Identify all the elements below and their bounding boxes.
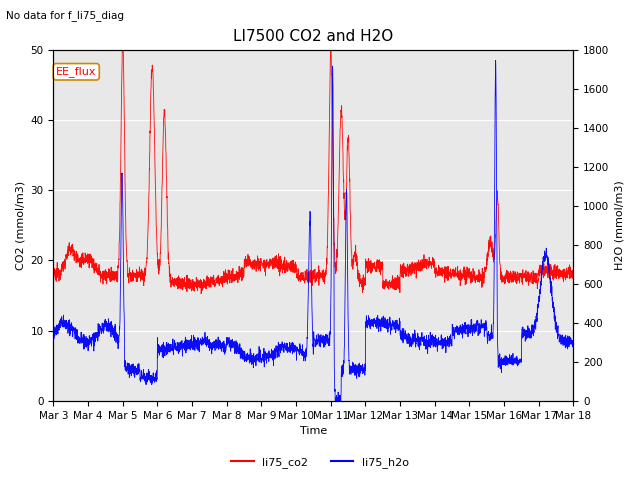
Text: No data for f_li75_diag: No data for f_li75_diag [6, 10, 124, 21]
Y-axis label: CO2 (mmol/m3): CO2 (mmol/m3) [15, 181, 25, 270]
Title: LI7500 CO2 and H2O: LI7500 CO2 and H2O [234, 29, 394, 44]
Text: EE_flux: EE_flux [56, 66, 97, 77]
X-axis label: Time: Time [300, 426, 327, 436]
Legend: li75_co2, li75_h2o: li75_co2, li75_h2o [227, 452, 413, 472]
Y-axis label: H2O (mmol/m3): H2O (mmol/m3) [615, 180, 625, 270]
